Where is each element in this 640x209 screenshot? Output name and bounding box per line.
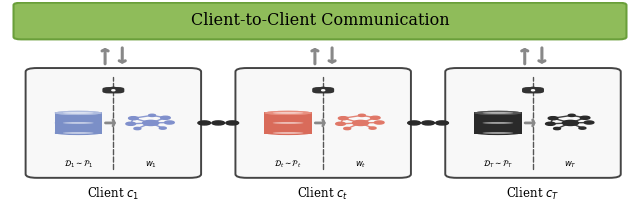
Circle shape	[374, 121, 384, 124]
Circle shape	[545, 122, 555, 125]
FancyBboxPatch shape	[522, 87, 544, 93]
Circle shape	[159, 127, 166, 129]
Ellipse shape	[474, 111, 522, 115]
Circle shape	[161, 116, 170, 119]
Ellipse shape	[483, 112, 513, 114]
Circle shape	[212, 121, 225, 125]
Text: Client $c_t$: Client $c_t$	[298, 185, 349, 201]
Ellipse shape	[264, 111, 312, 115]
Ellipse shape	[264, 131, 312, 135]
FancyBboxPatch shape	[13, 3, 627, 39]
Ellipse shape	[264, 121, 312, 125]
Text: $\mathcal{D}_T \sim \mathcal{P}_T$: $\mathcal{D}_T \sim \mathcal{P}_T$	[483, 159, 513, 171]
Ellipse shape	[63, 112, 93, 114]
Circle shape	[112, 90, 115, 91]
Ellipse shape	[474, 131, 522, 135]
FancyBboxPatch shape	[236, 68, 411, 178]
FancyBboxPatch shape	[474, 112, 522, 134]
Ellipse shape	[483, 112, 513, 114]
Circle shape	[584, 121, 594, 124]
Circle shape	[344, 127, 351, 130]
Circle shape	[129, 117, 138, 120]
Circle shape	[436, 121, 449, 125]
Circle shape	[353, 120, 369, 126]
Ellipse shape	[264, 111, 312, 115]
Circle shape	[336, 122, 346, 125]
Circle shape	[148, 114, 156, 116]
FancyBboxPatch shape	[54, 112, 102, 134]
Ellipse shape	[63, 132, 93, 134]
FancyBboxPatch shape	[445, 68, 621, 178]
Circle shape	[554, 127, 561, 130]
Circle shape	[371, 116, 380, 119]
FancyBboxPatch shape	[312, 87, 334, 93]
Text: $\mathcal{D}_t \sim \mathcal{P}_t$: $\mathcal{D}_t \sim \mathcal{P}_t$	[275, 159, 301, 171]
Circle shape	[422, 121, 435, 125]
Ellipse shape	[474, 121, 522, 125]
Circle shape	[579, 127, 586, 129]
Circle shape	[369, 127, 376, 129]
Circle shape	[126, 122, 136, 125]
Circle shape	[164, 121, 174, 124]
Text: $w_t$: $w_t$	[355, 160, 366, 171]
Text: $w_T$: $w_T$	[564, 160, 577, 171]
Circle shape	[358, 114, 365, 116]
Text: Client $c_T$: Client $c_T$	[506, 185, 560, 201]
Circle shape	[408, 121, 420, 125]
Ellipse shape	[273, 112, 303, 114]
Text: $\mathcal{D}_1 \sim \mathcal{P}_1$: $\mathcal{D}_1 \sim \mathcal{P}_1$	[63, 159, 93, 171]
Circle shape	[339, 117, 348, 120]
Ellipse shape	[54, 131, 102, 135]
Circle shape	[134, 127, 141, 130]
Ellipse shape	[63, 112, 93, 114]
Circle shape	[226, 121, 239, 125]
Ellipse shape	[474, 111, 522, 115]
Circle shape	[531, 90, 534, 91]
Ellipse shape	[273, 132, 303, 134]
Ellipse shape	[63, 122, 93, 124]
Ellipse shape	[483, 132, 513, 134]
FancyBboxPatch shape	[26, 68, 201, 178]
Ellipse shape	[273, 112, 303, 114]
Ellipse shape	[273, 122, 303, 124]
Text: Client $c_1$: Client $c_1$	[87, 185, 140, 201]
Ellipse shape	[483, 122, 513, 124]
Text: $w_1$: $w_1$	[145, 160, 157, 171]
FancyBboxPatch shape	[264, 112, 312, 134]
Circle shape	[198, 121, 211, 125]
Ellipse shape	[54, 121, 102, 125]
Circle shape	[580, 116, 590, 119]
Circle shape	[563, 120, 579, 126]
Circle shape	[568, 114, 575, 116]
Ellipse shape	[54, 111, 102, 115]
Circle shape	[322, 90, 324, 91]
Circle shape	[143, 120, 159, 126]
Ellipse shape	[54, 111, 102, 115]
Text: Client-to-Client Communication: Client-to-Client Communication	[191, 12, 449, 29]
FancyBboxPatch shape	[102, 87, 124, 93]
Circle shape	[548, 117, 558, 120]
